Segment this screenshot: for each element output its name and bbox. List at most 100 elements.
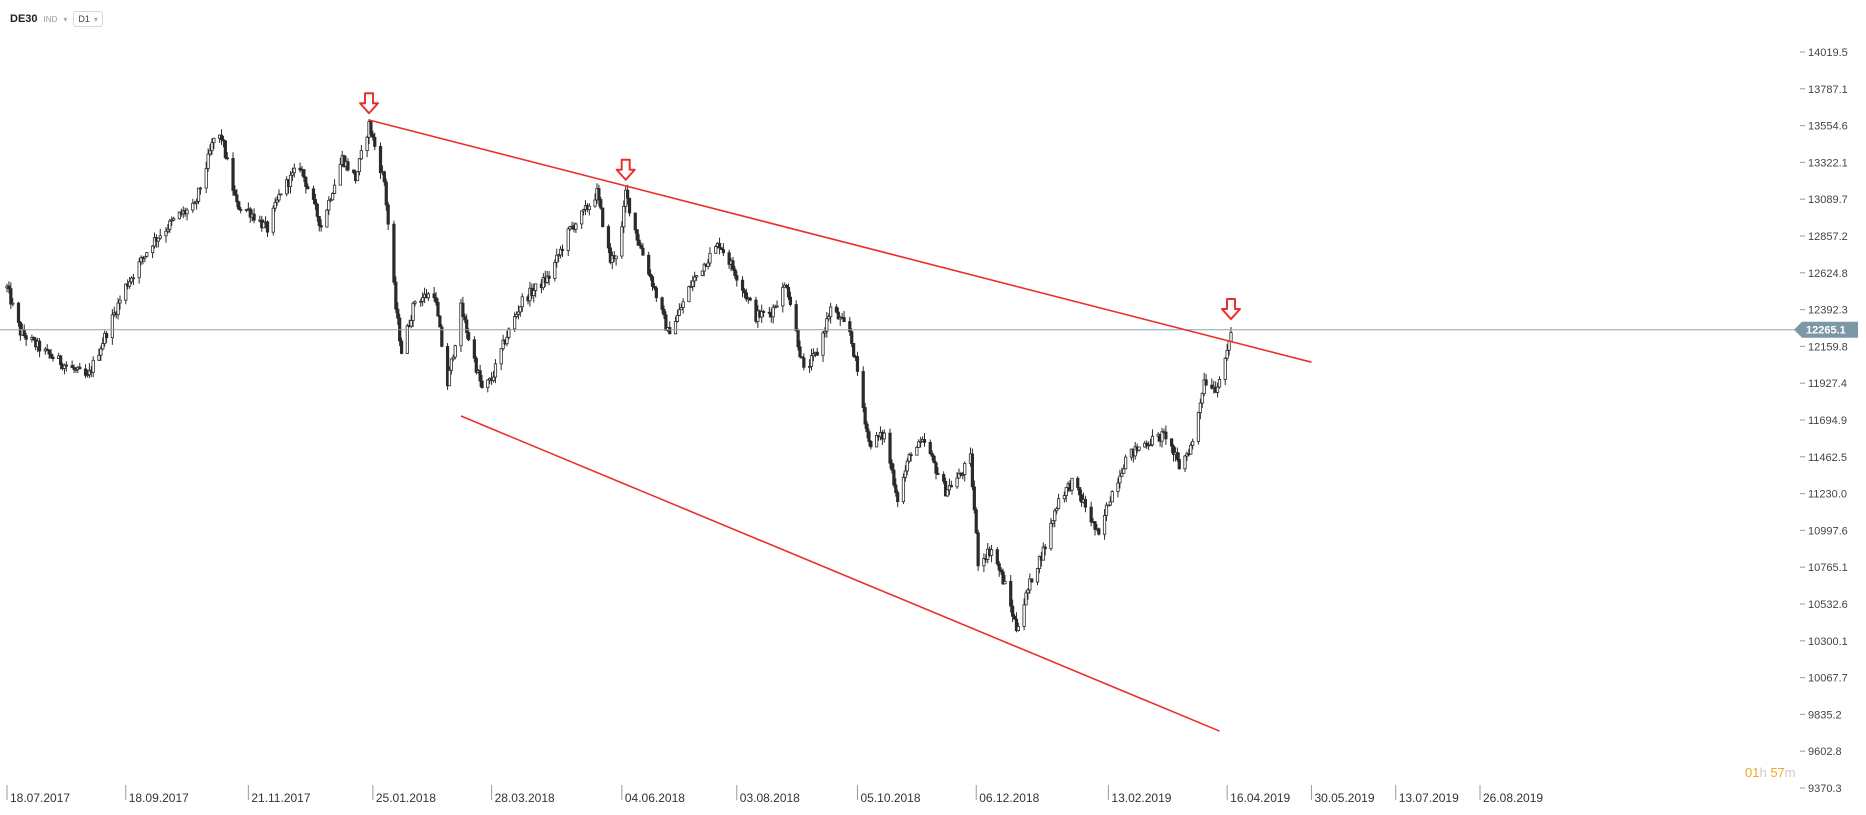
candle-up: [901, 476, 906, 503]
candle-down: [1043, 546, 1047, 550]
symbol-label[interactable]: DE30: [10, 13, 38, 25]
candle-up: [164, 230, 168, 237]
candle-down: [721, 249, 725, 254]
candle-down: [848, 321, 852, 333]
candle-down: [597, 188, 601, 200]
candle-up: [807, 365, 812, 368]
candle-up: [1217, 379, 1222, 388]
candle-up: [1102, 515, 1107, 535]
candle-up: [1051, 520, 1055, 524]
candle-up: [694, 275, 699, 278]
candle-up: [1016, 626, 1020, 632]
candle-up: [882, 432, 886, 440]
candle-up: [365, 136, 369, 152]
candle-down: [480, 380, 484, 389]
candle-down: [472, 339, 476, 359]
candle-up: [593, 199, 597, 207]
candle-down: [432, 293, 436, 299]
candle-up: [1053, 510, 1057, 522]
candle-up: [714, 246, 718, 254]
candle-down: [1076, 477, 1080, 488]
candle-down: [59, 355, 63, 366]
candle-down: [861, 371, 865, 408]
candle-up: [212, 137, 216, 144]
candle-up: [687, 286, 691, 303]
candle-up: [1003, 580, 1007, 585]
candle-down: [1001, 571, 1005, 585]
candle-down: [888, 432, 892, 464]
candle-down: [744, 292, 748, 300]
candle-up: [103, 333, 107, 344]
candle-down: [863, 407, 867, 425]
candle-down: [762, 311, 766, 313]
candle-down: [974, 509, 978, 534]
candle-up: [673, 321, 678, 335]
candle-down: [626, 189, 630, 199]
candle-up: [809, 355, 814, 367]
candle-down: [72, 367, 76, 370]
candle-down: [852, 343, 856, 357]
timeframe-select[interactable]: D1 ▾: [73, 11, 103, 27]
candle-down: [24, 335, 28, 340]
candle-up: [620, 226, 624, 257]
candle-up: [1202, 379, 1206, 395]
candle-up: [170, 219, 174, 222]
candle-down: [599, 199, 603, 209]
current-price-label: 12265.1: [1806, 325, 1846, 337]
candle-up: [903, 470, 907, 478]
candle-up: [614, 255, 618, 260]
candle-down: [233, 190, 237, 196]
candle-down: [784, 284, 789, 288]
candle-down: [440, 326, 444, 347]
candle-up: [1225, 349, 1229, 359]
candle-up: [1055, 508, 1059, 512]
candle-up: [168, 220, 172, 230]
candle-up: [516, 311, 521, 315]
candle-up: [421, 297, 425, 302]
candle-down: [650, 276, 655, 287]
candle-down: [386, 204, 390, 225]
candle-up: [99, 348, 103, 356]
candle-down: [1210, 384, 1214, 389]
candle-up: [1160, 431, 1164, 442]
candle-up: [97, 354, 101, 361]
candle-down: [668, 327, 672, 335]
candle-down: [639, 244, 643, 249]
candle-up: [1137, 446, 1141, 451]
candle-down: [369, 121, 373, 135]
candle-down: [474, 357, 478, 373]
candle-up: [327, 199, 331, 211]
candle-up: [1062, 495, 1066, 500]
candle-up: [568, 226, 572, 230]
candle-down: [1030, 578, 1034, 583]
candle-down: [252, 213, 256, 221]
candle-down: [392, 223, 396, 283]
candle-up: [426, 293, 431, 299]
chart-toolbar: DE30 IND ▾ D1 ▾: [10, 9, 103, 29]
candle-down: [352, 169, 356, 173]
candle-up: [357, 158, 362, 173]
x-tick-label: 16.04.2019: [1230, 791, 1290, 805]
candle-up: [411, 302, 415, 321]
down-arrow-icon: [1220, 298, 1241, 321]
candle-up: [156, 237, 160, 242]
candle-up: [963, 462, 967, 475]
current-price-line-layer: 12265.1: [0, 321, 1858, 338]
chevron-down-icon[interactable]: ▾: [63, 14, 68, 24]
candle-down: [317, 216, 321, 226]
candle-down: [999, 569, 1003, 573]
candle-down: [315, 203, 319, 217]
candle-down: [105, 333, 109, 339]
candle-up: [945, 489, 950, 497]
timeframe-value: D1: [78, 14, 90, 24]
candle-down: [748, 297, 752, 301]
candle-down: [930, 453, 934, 457]
candle-down: [892, 469, 896, 486]
candle-up: [150, 245, 155, 254]
candles-layer: [5, 119, 1233, 633]
candle-up: [271, 207, 275, 233]
down-arrow-icon: [615, 158, 636, 181]
candle-down: [1175, 452, 1179, 460]
y-tick-label: 10300.1: [1808, 636, 1848, 648]
